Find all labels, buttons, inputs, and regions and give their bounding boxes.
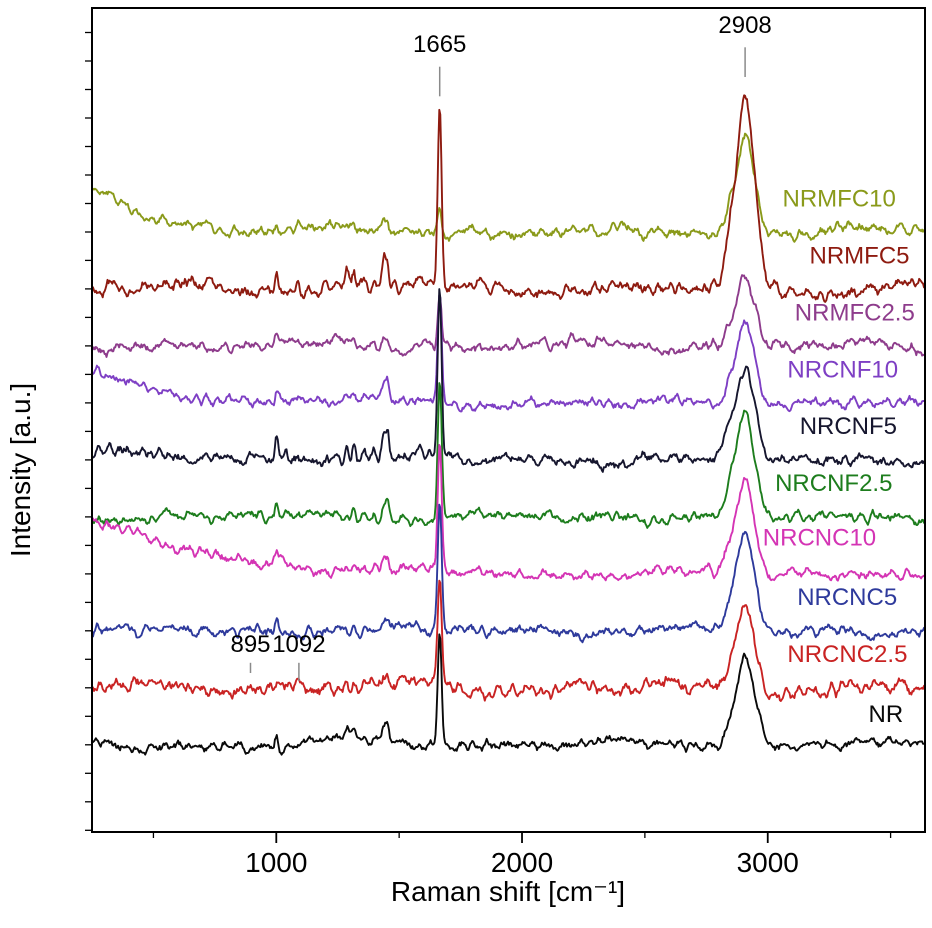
peak-annotation-895: 895 (230, 631, 270, 658)
series-line-NR (93, 633, 924, 756)
series-line-NRCNF2.5 (93, 382, 924, 529)
y-axis-label: Intensity [a.u.] (5, 383, 36, 557)
series-label-NRMFC5: NRMFC5 (810, 242, 910, 269)
series-line-NRMFC10 (93, 132, 924, 243)
series-label-NRCNF2.5: NRCNF2.5 (775, 470, 892, 497)
series-line-NRCNC5 (93, 503, 924, 644)
x-tick-label: 2000 (491, 847, 553, 878)
series-line-NRCNF5 (93, 288, 924, 473)
series-line-NRMFC5 (93, 94, 924, 303)
series-label-NRCNC2.5: NRCNC2.5 (787, 641, 907, 668)
series-label-NRCNF5: NRCNF5 (800, 413, 897, 440)
peak-annotation-1092: 1092 (272, 631, 325, 658)
x-tick-label: 3000 (737, 847, 799, 878)
x-axis-label: Raman shift [cm⁻¹] (391, 876, 625, 907)
series-label-NRMFC10: NRMFC10 (783, 185, 896, 212)
series-label-NRCNF10: NRCNF10 (787, 356, 898, 383)
peak-annotation-1665: 1665 (413, 31, 466, 58)
series-label-NRCNC10: NRCNC10 (763, 524, 876, 551)
series-line-NRCNC2.5 (93, 579, 924, 702)
x-tick-label: 1000 (245, 847, 307, 878)
series-label-NR: NR (869, 701, 904, 728)
spectra-group (93, 94, 924, 756)
series-label-NRMFC2.5: NRMFC2.5 (795, 299, 915, 326)
plot-frame (91, 7, 926, 833)
series-line-NRCNC10 (93, 443, 924, 582)
peak-annotation-2908: 2908 (718, 12, 771, 39)
series-line-NRMFC2.5 (93, 274, 924, 358)
series-line-NRCNF10 (93, 294, 924, 413)
series-label-NRCNC5: NRCNC5 (797, 584, 897, 611)
